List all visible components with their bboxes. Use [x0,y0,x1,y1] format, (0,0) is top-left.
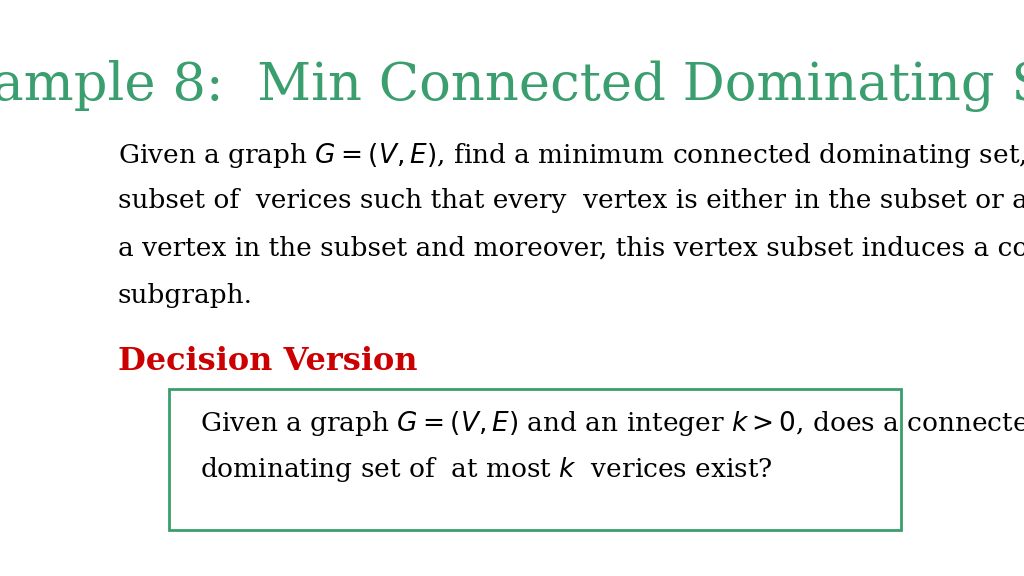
Text: Decision Version: Decision Version [118,346,417,377]
FancyBboxPatch shape [169,389,901,530]
Text: Given a graph $G = (V, E)$ and an integer $k > 0$, does a connected: Given a graph $G = (V, E)$ and an intege… [200,409,1024,438]
Text: subset of  verices such that every  vertex is either in the subset or adjacent t: subset of verices such that every vertex… [118,188,1024,213]
Text: subgraph.: subgraph. [118,283,253,308]
Text: dominating set of  at most $k$  verices exist?: dominating set of at most $k$ verices ex… [200,455,772,484]
Text: Given a graph $G = (V, E)$, find a minimum connected dominating set, i.e., a: Given a graph $G = (V, E)$, find a minim… [118,141,1024,170]
Text: Example 8:  Min Connected Dominating Set: Example 8: Min Connected Dominating Set [0,60,1024,112]
Text: a vertex in the subset and moreover, this vertex subset induces a connected: a vertex in the subset and moreover, thi… [118,236,1024,260]
